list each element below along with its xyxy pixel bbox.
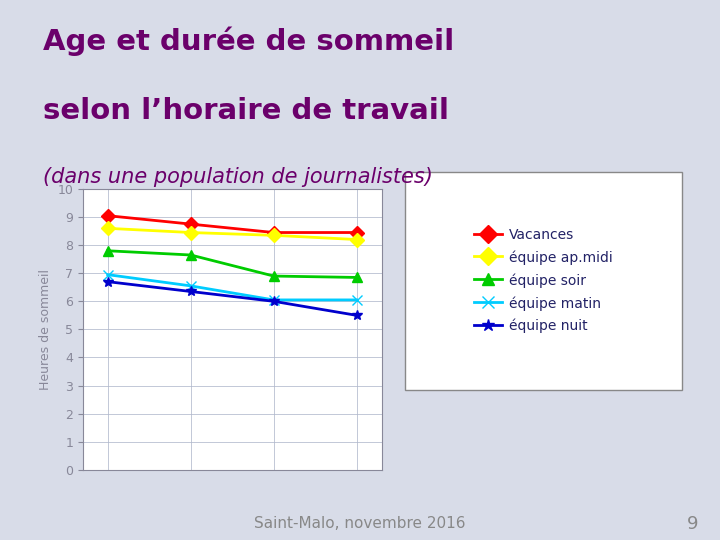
- Vacances: [104, 212, 112, 219]
- équipe nuit: [352, 312, 361, 319]
- Text: (dans une population de journalistes): (dans une population de journalistes): [43, 167, 433, 187]
- Line: équipe nuit: équipe nuit: [103, 277, 361, 320]
- équipe soir: [352, 274, 361, 281]
- équipe ap.midi: [104, 225, 112, 232]
- Text: selon l’horaire de travail: selon l’horaire de travail: [43, 97, 449, 125]
- équipe matin: [352, 296, 361, 303]
- équipe nuit: [104, 279, 112, 285]
- Legend: Vacances, équipe ap.midi, équipe soir, équipe matin, équipe nuit: Vacances, équipe ap.midi, équipe soir, é…: [463, 217, 624, 345]
- équipe matin: [186, 282, 195, 289]
- équipe nuit: [269, 298, 278, 305]
- équipe ap.midi: [269, 232, 278, 239]
- Line: équipe matin: équipe matin: [103, 270, 361, 305]
- équipe soir: [269, 273, 278, 279]
- FancyBboxPatch shape: [405, 172, 682, 390]
- équipe soir: [104, 247, 112, 254]
- Text: Age et durée de sommeil: Age et durée de sommeil: [43, 27, 454, 57]
- équipe matin: [104, 272, 112, 278]
- équipe ap.midi: [186, 230, 195, 236]
- Vacances: [269, 230, 278, 236]
- Text: 9: 9: [687, 515, 698, 533]
- équipe matin: [269, 296, 278, 303]
- équipe nuit: [186, 288, 195, 295]
- Vacances: [352, 230, 361, 236]
- équipe ap.midi: [352, 237, 361, 243]
- Vacances: [186, 221, 195, 227]
- Y-axis label: Heures de sommeil: Heures de sommeil: [39, 269, 52, 390]
- équipe soir: [186, 252, 195, 258]
- Line: Vacances: Vacances: [103, 211, 361, 238]
- Line: équipe soir: équipe soir: [103, 246, 361, 282]
- Line: équipe ap.midi: équipe ap.midi: [103, 224, 361, 245]
- Text: Saint-Malo, novembre 2016: Saint-Malo, novembre 2016: [254, 516, 466, 531]
